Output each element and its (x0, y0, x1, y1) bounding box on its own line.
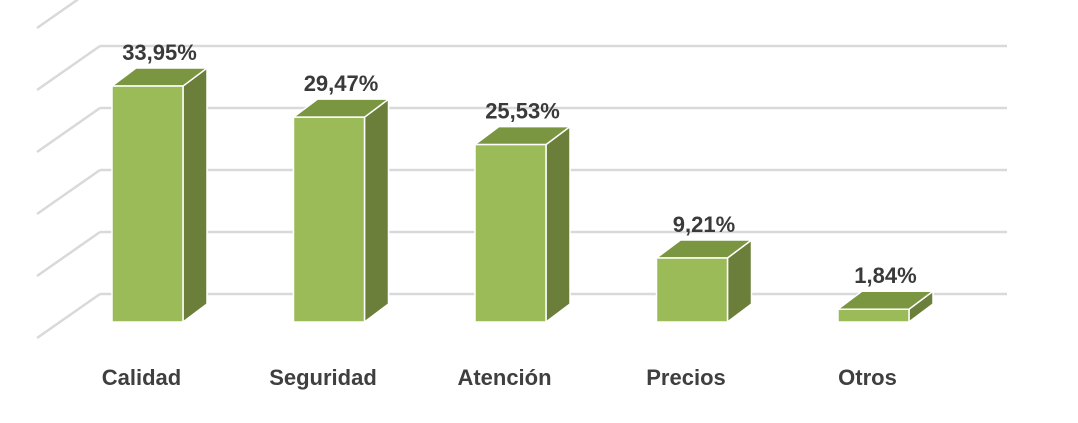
category-label: Atención (457, 365, 551, 390)
category-label: Precios (646, 365, 726, 390)
bars (109, 66, 936, 324)
bar-side (363, 97, 390, 324)
category-label: Calidad (102, 365, 181, 390)
gridline-slant (36, 44, 101, 92)
data-label: 29,47% (304, 71, 379, 96)
data-label: 25,53% (485, 99, 560, 124)
bar-atención (472, 125, 573, 324)
bar-front (292, 116, 366, 323)
gridline-slant (36, 0, 80, 30)
gridline-slant (36, 292, 101, 340)
data-label: 33,95% (122, 40, 197, 65)
category-label: Seguridad (269, 365, 377, 390)
bar-precios (654, 238, 754, 324)
bar-seguridad (291, 97, 391, 324)
bar-front (655, 257, 729, 323)
bar-front (111, 85, 184, 323)
gridline-slant (36, 230, 101, 278)
bar-front (474, 143, 547, 323)
category-labels: Calidad Seguridad Atención Precios Otros (102, 365, 897, 390)
gridline-slant (36, 168, 101, 216)
data-label: 9,21% (673, 212, 735, 237)
data-label: 1,84% (854, 263, 916, 288)
bar-otros (835, 289, 936, 324)
bar-calidad (109, 66, 210, 324)
category-label: Otros (838, 365, 897, 390)
bar-front (837, 308, 910, 323)
gridline-slant (36, 106, 101, 154)
data-labels: 33,95% 29,47% 25,53% 9,21% 1,84% (122, 40, 917, 288)
bar-side (545, 125, 571, 324)
bar-side (182, 66, 208, 324)
